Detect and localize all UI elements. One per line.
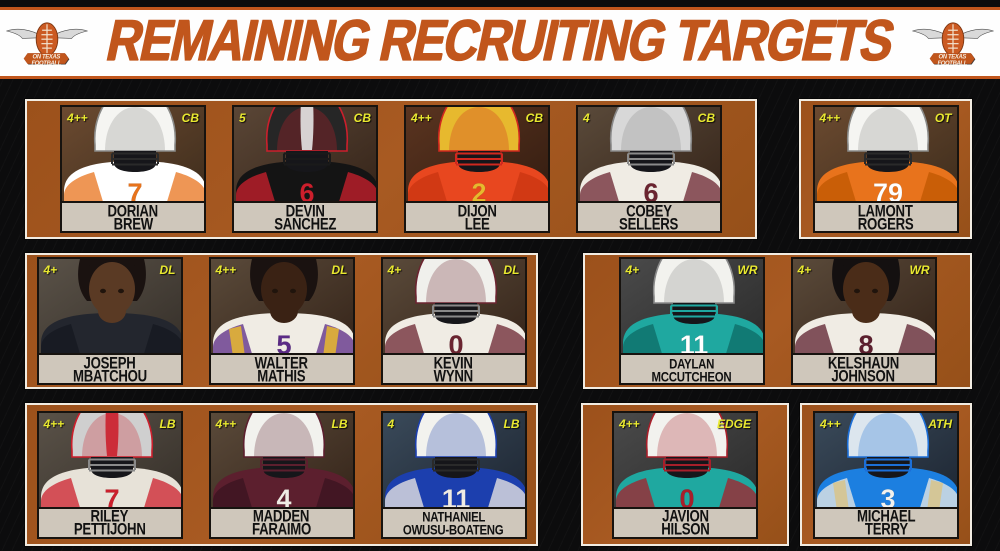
svg-text:ON TEXAS: ON TEXAS <box>33 55 61 61</box>
svg-text:FOOTBALL: FOOTBALL <box>938 61 968 67</box>
svg-text:ON TEXAS: ON TEXAS <box>939 55 967 61</box>
svg-text:FOOTBALL: FOOTBALL <box>32 61 62 67</box>
